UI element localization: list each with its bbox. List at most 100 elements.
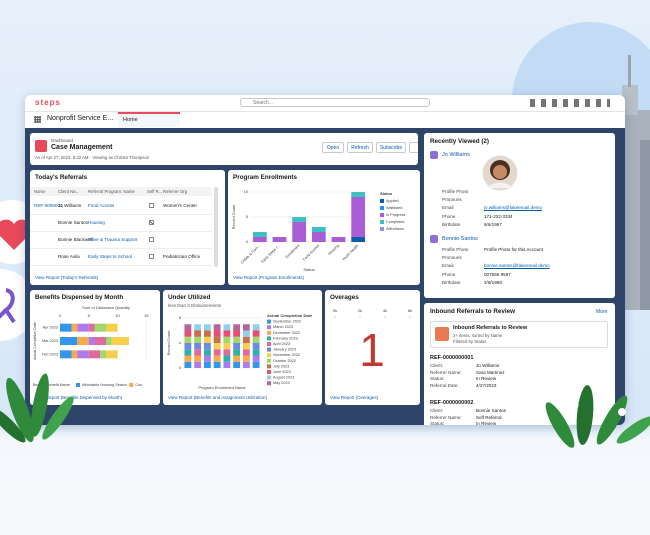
- header-menu[interactable]: [409, 142, 418, 153]
- bar-segment: [77, 323, 89, 332]
- app-name: Nonprofit Service E...: [47, 115, 114, 122]
- legend-swatch: [267, 347, 271, 352]
- report-link[interactable]: View Report (Program Enrollments): [233, 275, 304, 280]
- bar-segment: [351, 197, 366, 237]
- y-tick-label: 8: [179, 315, 182, 320]
- logo: steps: [35, 98, 61, 107]
- field-value: 6/6/1967: [484, 221, 502, 227]
- legend-title: Status: [380, 191, 393, 196]
- legend-label: April 2023: [273, 342, 290, 346]
- bar-segment: [242, 324, 250, 331]
- bar-segment: [292, 217, 307, 222]
- legend-label: Cou: [135, 383, 142, 387]
- app-launcher[interactable]: [34, 116, 41, 123]
- field-label: Profile Photo: [442, 247, 469, 252]
- bar-segment: [223, 330, 231, 337]
- x-tick-label: 15: [144, 313, 149, 318]
- checkbox: [149, 237, 154, 242]
- bar-segment: [88, 350, 101, 359]
- toolbar-icons[interactable]: [530, 99, 610, 107]
- heart-icon: [0, 219, 32, 250]
- report-link[interactable]: View Report (Today's Referrals): [35, 275, 99, 280]
- y-axis-title: Record Count: [231, 204, 236, 230]
- more-link[interactable]: More: [596, 309, 608, 315]
- field-label: Client:: [430, 363, 444, 368]
- home-tab[interactable]: Home: [118, 112, 180, 127]
- bar-segment: [184, 330, 192, 337]
- header-button[interactable]: Subscribe: [376, 142, 406, 153]
- referral-id[interactable]: REF-0000000001: [430, 355, 474, 361]
- cell[interactable]: Early Steps to School: [88, 254, 132, 259]
- bar-segment: [331, 237, 346, 242]
- bar-segment: [223, 355, 231, 362]
- legend-label: March 2023: [273, 325, 293, 329]
- referral-id[interactable]: REF-0000000002: [430, 400, 474, 406]
- field-value[interactable]: bonnie.santos@fakeemail.demo: [484, 263, 550, 269]
- y-tick-label: 10: [244, 189, 249, 194]
- bar-segment: [213, 355, 221, 362]
- checkbox: [149, 220, 154, 225]
- field-value: In Review: [476, 376, 497, 381]
- legend-swatch: [380, 206, 384, 210]
- bar-segment: [194, 336, 202, 343]
- table-header-bg: [30, 187, 212, 196]
- bar-segment: [292, 222, 307, 242]
- x-tick-label: Youth Health: [341, 244, 359, 262]
- bar-segment: [184, 343, 192, 350]
- scale-label: 0k: [333, 308, 337, 313]
- legend-label: Waitlisted: [386, 206, 402, 210]
- bar-segment: [252, 355, 260, 362]
- cell[interactable]: REF-0000001: [34, 203, 63, 208]
- legend-label: February 2023: [273, 336, 298, 340]
- contact-name[interactable]: Bonnie Santos: [442, 236, 478, 242]
- bar-segment: [233, 336, 241, 343]
- bar-segment: [272, 237, 287, 242]
- legend-label: September 2022: [273, 320, 301, 324]
- x-tick-label: 10: [115, 313, 120, 318]
- field-value[interactable]: jo.williams@fakeemail.demo: [484, 205, 543, 211]
- report-link[interactable]: View Report (Overages): [330, 395, 379, 400]
- scale-label: 4k: [383, 308, 387, 313]
- report-link[interactable]: View Report (Benefits and Assignment Uti…: [168, 395, 267, 400]
- field-label: Birthdate: [442, 279, 461, 285]
- legend-swatch: [267, 330, 271, 335]
- under-utilized: Under Utilized less than 3 Disbursements…: [163, 290, 322, 405]
- row-divider: [30, 265, 212, 266]
- y-axis-title: Record Count: [166, 330, 171, 356]
- header-button[interactable]: Refresh: [347, 142, 373, 153]
- list-view-card: Inbound Referrals to Review 2+ items, so…: [430, 321, 608, 348]
- legend-label: Withdrawn: [386, 227, 404, 231]
- app-window: steps Search... Nonprofit Service E... H…: [25, 95, 625, 425]
- bar-segment: [223, 361, 231, 368]
- checkbox: [149, 254, 154, 259]
- x-tick-label: Enrollment: [285, 243, 301, 259]
- legend-label: May 2023: [273, 381, 290, 385]
- column-header: Referrer Org: [163, 189, 188, 194]
- field-value: 2/9/1968: [484, 279, 502, 285]
- bar-segment: [252, 237, 267, 242]
- bar-segment: [60, 350, 72, 359]
- cell[interactable]: Drive & Trauma Support: [88, 237, 138, 242]
- bar-segment: [252, 324, 260, 331]
- legend-swatch: [380, 220, 384, 224]
- cell[interactable]: Housing: [88, 220, 105, 225]
- cell: Rose Avila: [58, 254, 80, 259]
- bar-segment: [184, 336, 192, 343]
- report-link[interactable]: View Report (Benefits Dispensed by Month…: [35, 395, 123, 400]
- field-value: 007555 9587: [484, 271, 511, 277]
- bar-segment: [233, 324, 241, 331]
- cell[interactable]: Food Access: [88, 203, 115, 208]
- search-box[interactable]: Search...: [240, 98, 430, 107]
- benefits-dispensed: Benefits Dispensed by Month View Report …: [30, 290, 160, 405]
- field-value: Sara Martinez: [476, 369, 505, 375]
- bar-segment: [60, 323, 72, 332]
- cell: Jo Williams: [58, 203, 82, 208]
- header-button[interactable]: Open: [322, 142, 344, 153]
- dashboard: Dashboard Case Management As of Apr 27, …: [25, 128, 625, 425]
- bar-segment: [194, 349, 202, 356]
- y-tick-label: Feb 2023: [42, 352, 58, 356]
- field-label: Phone: [442, 213, 456, 219]
- contact-name[interactable]: Jo Williams: [442, 152, 470, 158]
- bar-segment: [106, 337, 112, 345]
- legend-label: July 2023: [273, 364, 289, 368]
